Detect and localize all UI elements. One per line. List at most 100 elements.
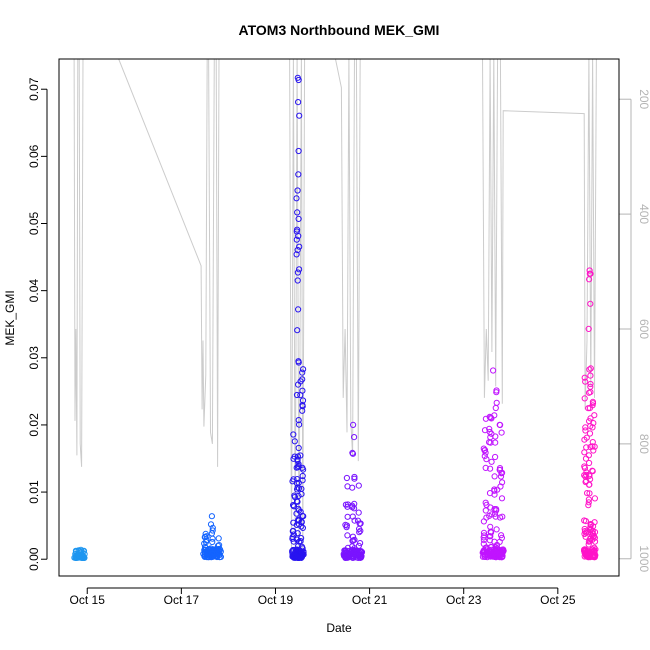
data-point [299,407,306,414]
data-point [486,428,493,436]
data-point [498,532,505,539]
data-point [203,554,210,561]
data-point [582,518,590,525]
data-point [355,542,362,549]
data-point [293,236,300,243]
data-point [590,523,597,530]
y-tick-label: 0.02 [27,413,41,437]
data-point [293,391,301,399]
plot-frame [58,58,620,577]
data-point [493,526,500,533]
data-point [349,550,356,558]
data-point [342,501,349,508]
data-point [486,439,493,446]
data-point [493,399,500,406]
data-point [590,447,597,454]
data-point [298,519,305,526]
right-tick-label: 800 [637,434,650,454]
data-point [295,444,302,452]
data-point [342,549,349,557]
data-point [586,481,593,488]
y-tick-label: 0.07 [27,77,41,101]
data-point [215,550,222,557]
data-point [491,491,498,498]
data-point [480,537,487,544]
data-point [480,529,488,537]
data-point [299,397,307,404]
data-point [497,514,504,521]
data-point [298,535,305,542]
data-point [480,518,487,525]
y-tick-label: 0.06 [27,144,41,168]
data-point [491,473,498,480]
data-point [581,395,588,402]
data-point [591,544,598,551]
right-tick-label: 600 [637,319,650,339]
data-point [294,327,301,334]
data-point [498,429,505,436]
data-point [581,449,588,456]
data-point [590,420,597,427]
data-point [294,536,301,543]
x-tick-label: Oct 19 [258,593,294,607]
data-point [290,431,297,438]
data-point [294,187,301,194]
data-point [294,486,301,493]
data-point [295,306,302,313]
y-axis-label: MEK_GMI [3,290,17,345]
data-point [344,513,351,520]
data-point [357,554,364,561]
data-point [483,456,490,463]
data-point [587,383,594,390]
data-point [586,471,593,478]
y-tick-label: 0.01 [27,480,41,504]
data-point [491,510,499,517]
data-point [587,300,594,307]
data-point [293,251,300,258]
data-point [591,538,599,545]
data-point [492,439,499,446]
data-point [209,553,216,560]
data-point [587,380,594,388]
data-point [351,475,358,482]
right-tick-label: 1000 [637,545,650,572]
data-point [342,554,349,561]
pressure-line [73,59,597,559]
data-point [356,529,363,536]
data-point [299,472,306,480]
data-point [589,424,596,431]
data-point [295,359,302,366]
data-point [499,479,506,486]
data-point [296,243,303,250]
data-point [349,533,357,540]
data-point [496,465,504,472]
right-tick-label: 400 [637,204,650,224]
data-point [295,460,302,468]
data-point [349,504,356,511]
data-point [290,531,297,538]
data-point [498,495,506,502]
data-point [490,367,497,374]
data-point [349,543,356,550]
data-point [486,425,493,432]
data-point [585,547,593,554]
data-point [208,513,215,520]
data-point [492,513,499,520]
data-point [492,453,499,461]
data-point [583,434,590,441]
data-point [349,449,356,456]
data-point [351,473,358,481]
data-point [344,501,351,508]
data-point [209,538,216,546]
data-point [355,509,362,516]
data-point [297,538,304,545]
data-point [343,474,350,482]
data-point [590,553,597,561]
data-point [293,195,300,202]
data-point [586,490,593,497]
data-point [290,476,297,483]
data-point [293,228,300,235]
data-point [295,417,302,424]
data-points [71,74,599,562]
